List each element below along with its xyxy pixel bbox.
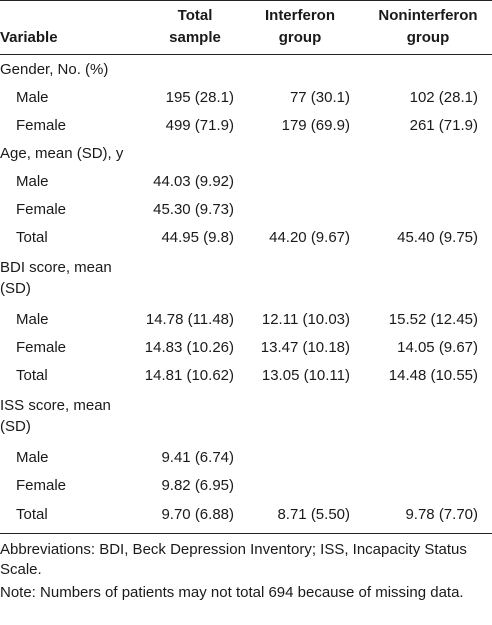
table-row: Male 9.41 (6.74) <box>0 443 492 471</box>
cell-total: 499 (71.9) <box>165 116 234 134</box>
table-row: Total 44.95 (9.8) 44.20 (9.67) 45.40 (9.… <box>0 223 492 251</box>
table-row: Female 45.30 (9.73) <box>0 195 492 223</box>
table-row: Female 499 (71.9) 179 (69.9) 261 (71.9) <box>0 111 492 139</box>
row-label: Female <box>16 116 67 134</box>
cell-total: 14.81 (10.62) <box>144 366 234 384</box>
cell-total: 44.03 (9.92) <box>153 172 234 190</box>
cell-noninterferon <box>360 167 492 195</box>
cell-noninterferon <box>360 195 492 223</box>
header-interferon-group: Interferon group <box>240 0 360 55</box>
table-row: Total 9.70 (6.88) 8.71 (5.50) 9.78 (7.70… <box>0 499 492 534</box>
cell-interferon <box>240 195 360 223</box>
row-label: Total <box>16 366 48 384</box>
cell-interferon <box>240 167 360 195</box>
cell-noninterferon: 45.40 (9.75) <box>397 228 478 246</box>
row-label: Total <box>0 499 140 534</box>
cell-interferon: 13.47 (10.18) <box>260 338 350 356</box>
cell-total: 9.41 (6.74) <box>161 448 234 466</box>
cell-noninterferon: 9.78 (7.70) <box>360 499 492 534</box>
row-label: Total <box>16 228 48 246</box>
cell-noninterferon: 14.05 (9.67) <box>397 338 478 356</box>
demographics-table: Variable Total sample Interferon group N… <box>0 0 492 534</box>
table-row: Female 9.82 (6.95) <box>0 471 492 499</box>
cell-interferon <box>240 443 360 471</box>
footnote-abbreviations: Abbreviations: BDI, Beck Depression Inve… <box>0 541 467 578</box>
cell-total: 44.95 (9.8) <box>161 228 234 246</box>
cell-noninterferon: 14.48 (10.55) <box>388 366 478 384</box>
table-row: Female 14.83 (10.26) 13.47 (10.18) 14.05… <box>0 333 492 361</box>
table-row: Male 195 (28.1) 77 (30.1) 102 (28.1) <box>0 83 492 111</box>
cell-noninterferon: 102 (28.1) <box>409 88 478 106</box>
cell-noninterferon: 15.52 (12.45) <box>388 310 478 328</box>
cell-interferon: 13.05 (10.11) <box>261 366 350 384</box>
cell-noninterferon <box>360 443 492 471</box>
cell-interferon <box>240 471 360 499</box>
header-row: Variable Total sample Interferon group N… <box>0 0 492 55</box>
cell-interferon: 179 (69.9) <box>281 116 350 134</box>
cell-interferon: 8.71 (5.50) <box>240 499 360 534</box>
footnote-note: Note: Numbers of patients may not total … <box>0 584 464 601</box>
header-variable: Variable <box>0 0 140 55</box>
row-label: Age, mean (SD), y <box>0 144 124 162</box>
header-total-sample: Total sample <box>140 0 240 55</box>
table-container: Variable Total sample Interferon group N… <box>0 0 492 603</box>
row-label: Male <box>16 172 49 190</box>
cell-total: 9.70 (6.88) <box>140 499 240 534</box>
row-label: Female <box>16 200 67 218</box>
section-row-gender: Gender, No. (%) <box>0 55 492 84</box>
cell-total: 14.78 (11.48) <box>145 310 234 328</box>
row-label: Male <box>16 88 49 106</box>
section-row-bdi: BDI score, mean (SD) <box>0 251 492 305</box>
section-row-iss: ISS score, mean (SD) <box>0 389 492 443</box>
cell-total: 14.83 (10.26) <box>144 338 234 356</box>
row-label: BDI score, mean (SD) <box>0 259 112 297</box>
table-row: Male 44.03 (9.92) <box>0 167 492 195</box>
cell-total: 45.30 (9.73) <box>153 200 234 218</box>
row-label: Gender, No. (%) <box>0 60 109 78</box>
cell-interferon: 12.11 (10.03) <box>261 310 350 328</box>
cell-noninterferon: 261 (71.9) <box>409 116 478 134</box>
row-label: Male <box>16 310 49 328</box>
table-footnotes: Abbreviations: BDI, Beck Depression Inve… <box>0 534 492 603</box>
table-row: Total 14.81 (10.62) 13.05 (10.11) 14.48 … <box>0 361 492 389</box>
table-row: Male 14.78 (11.48) 12.11 (10.03) 15.52 (… <box>0 305 492 333</box>
cell-interferon: 77 (30.1) <box>289 88 350 106</box>
cell-interferon: 44.20 (9.67) <box>269 228 350 246</box>
cell-total: 9.82 (6.95) <box>161 476 234 494</box>
row-label: Male <box>16 448 49 466</box>
cell-noninterferon <box>360 471 492 499</box>
cell-total: 195 (28.1) <box>165 88 234 106</box>
row-label: ISS score, mean (SD) <box>0 397 111 435</box>
section-row-age: Age, mean (SD), y <box>0 139 492 167</box>
row-label: Female <box>16 338 67 356</box>
row-label: Female <box>16 476 67 494</box>
header-noninterferon-group: Noninterferon group <box>360 0 492 55</box>
